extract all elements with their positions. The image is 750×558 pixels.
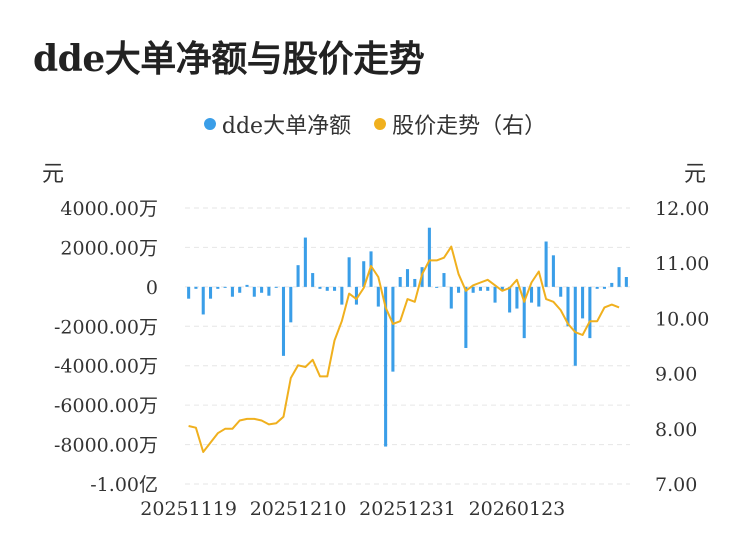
- y-right-tick-label: 7.00: [655, 474, 697, 496]
- dde-bar[interactable]: [486, 286, 490, 291]
- y-right-tick-label: 11.00: [655, 253, 709, 275]
- dde-bar[interactable]: [500, 286, 504, 291]
- y-left-tick-label: -6000.00万: [54, 395, 158, 417]
- right-axis-unit: 元: [684, 162, 707, 187]
- dde-bar[interactable]: [260, 286, 264, 293]
- dde-bar[interactable]: [384, 286, 388, 447]
- dde-bar[interactable]: [230, 286, 234, 297]
- dde-bar[interactable]: [194, 286, 198, 289]
- y-left-tick-label: -4000.00万: [54, 356, 158, 378]
- dde-bar[interactable]: [362, 261, 366, 287]
- dde-bar[interactable]: [238, 286, 242, 293]
- dde-bar[interactable]: [493, 286, 497, 303]
- x-tick-label: 20260123: [469, 498, 566, 520]
- x-tick-label: 20251231: [359, 498, 456, 520]
- y-left-tick-label: -8000.00万: [54, 435, 158, 457]
- dde-bar[interactable]: [559, 286, 563, 297]
- y-right-tick-label: 12.00: [655, 198, 709, 220]
- dde-bar[interactable]: [245, 284, 249, 287]
- dde-bar[interactable]: [602, 286, 606, 289]
- dde-bar[interactable]: [624, 277, 628, 287]
- dde-bar[interactable]: [581, 286, 585, 319]
- dde-bar[interactable]: [267, 286, 271, 296]
- dde-bar[interactable]: [187, 286, 191, 299]
- dde-bar[interactable]: [289, 286, 293, 323]
- dde-bar[interactable]: [318, 286, 322, 289]
- dde-bar[interactable]: [617, 267, 621, 287]
- legend: dde大单净额 股价走势（右）: [0, 108, 750, 140]
- dde-bar[interactable]: [376, 286, 380, 307]
- dde-bar[interactable]: [566, 286, 570, 327]
- dde-bar[interactable]: [610, 282, 614, 287]
- dde-bar[interactable]: [216, 286, 220, 289]
- dde-bar[interactable]: [296, 265, 300, 287]
- dde-bar[interactable]: [522, 286, 526, 339]
- dde-bar[interactable]: [311, 273, 315, 287]
- dde-bar[interactable]: [442, 273, 446, 287]
- dde-bar[interactable]: [544, 241, 548, 287]
- dde-bar[interactable]: [333, 286, 337, 291]
- dde-bar[interactable]: [201, 286, 205, 315]
- dde-bar[interactable]: [537, 286, 541, 307]
- dde-bar[interactable]: [449, 286, 453, 309]
- dde-bar[interactable]: [223, 286, 227, 288]
- dde-bar[interactable]: [209, 286, 213, 299]
- y-left-tick-label: -1.00亿: [90, 474, 158, 496]
- dde-bar[interactable]: [529, 286, 534, 303]
- dde-bar[interactable]: [340, 286, 344, 305]
- dde-bar[interactable]: [595, 286, 599, 289]
- dde-bar[interactable]: [515, 286, 519, 309]
- legend-label-dde: dde大单净额: [221, 114, 352, 139]
- x-tick-label: 20251210: [250, 498, 347, 520]
- dde-bar[interactable]: [413, 278, 417, 287]
- price-line[interactable]: [188, 245, 620, 453]
- dde-bar[interactable]: [551, 255, 555, 287]
- dde-bar[interactable]: [391, 286, 395, 372]
- legend-label-price: 股价走势（右）: [392, 114, 547, 139]
- dde-bar[interactable]: [427, 227, 431, 287]
- y-left-tick-label: 0: [146, 277, 158, 299]
- dde-bar[interactable]: [281, 286, 286, 356]
- legend-marker-dde: [203, 118, 216, 130]
- x-tick-label: 20251119: [140, 498, 237, 520]
- dde-bar[interactable]: [405, 269, 410, 287]
- dde-bar[interactable]: [435, 286, 439, 288]
- dde-bar[interactable]: [508, 286, 512, 313]
- left-axis-unit: 元: [42, 162, 65, 187]
- dde-bar[interactable]: [464, 286, 468, 348]
- dde-bar[interactable]: [369, 251, 373, 287]
- dde-bar[interactable]: [303, 237, 307, 287]
- dde-bar[interactable]: [588, 286, 592, 339]
- dde-bar[interactable]: [354, 286, 358, 305]
- dde-bar[interactable]: [398, 277, 402, 287]
- y-right-tick-label: 9.00: [655, 364, 697, 386]
- y-right-tick-label: 8.00: [655, 419, 697, 441]
- dde-bar[interactable]: [478, 286, 482, 291]
- dde-bar[interactable]: [252, 286, 256, 297]
- dde-bar[interactable]: [325, 286, 329, 291]
- dde-bar[interactable]: [457, 286, 461, 293]
- dde-bar[interactable]: [573, 286, 577, 366]
- y-left-tick-label: 2000.00万: [60, 237, 158, 259]
- dde-bar[interactable]: [347, 257, 351, 287]
- dde-bar[interactable]: [471, 286, 475, 293]
- y-left-tick-label: -2000.00万: [54, 316, 158, 338]
- y-right-tick-label: 10.00: [655, 308, 709, 330]
- dde-bar[interactable]: [274, 286, 278, 288]
- y-left-tick-label: 4000.00万: [60, 198, 158, 220]
- legend-item-dde[interactable]: dde大单净额: [203, 108, 352, 140]
- legend-item-price[interactable]: 股价走势（右）: [374, 108, 546, 140]
- chart-title: dde大单净额与股价走势: [33, 38, 425, 80]
- legend-marker-price: [374, 118, 387, 130]
